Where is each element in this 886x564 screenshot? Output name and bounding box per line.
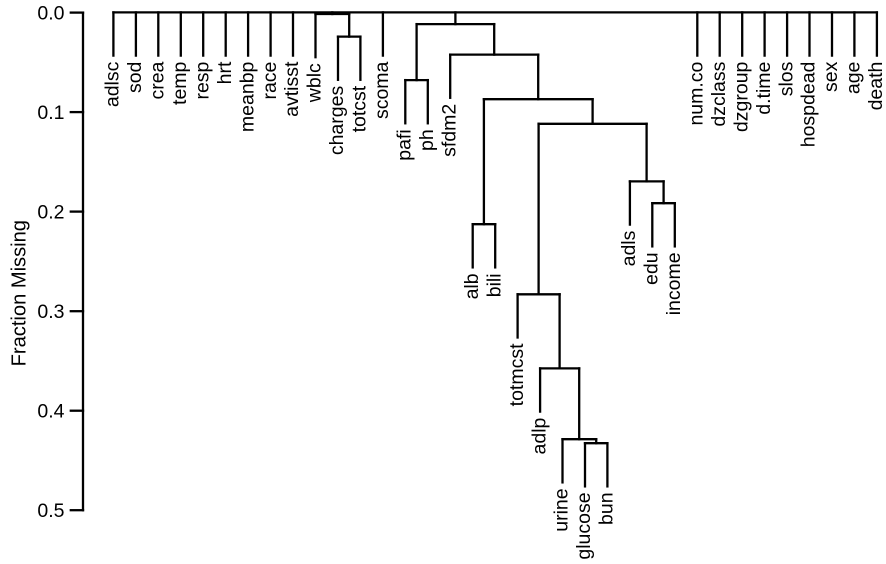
- svg-text:d.time: d.time: [753, 62, 775, 115]
- svg-text:death: death: [865, 62, 886, 111]
- svg-text:age: age: [843, 62, 865, 95]
- svg-text:0.1: 0.1: [37, 102, 64, 124]
- svg-text:sfdm2: sfdm2: [438, 104, 460, 157]
- svg-text:wblc: wblc: [304, 63, 326, 103]
- svg-text:0.2: 0.2: [37, 202, 64, 224]
- svg-text:income: income: [663, 252, 685, 315]
- svg-text:sod: sod: [124, 62, 146, 93]
- svg-text:bun: bun: [596, 492, 618, 525]
- svg-text:totmcst: totmcst: [506, 343, 528, 406]
- svg-text:scoma: scoma: [371, 61, 393, 119]
- svg-text:ph: ph: [416, 129, 438, 151]
- svg-text:sex: sex: [820, 61, 842, 92]
- svg-text:pafi: pafi: [394, 129, 416, 160]
- svg-text:dzclass: dzclass: [708, 61, 730, 126]
- svg-text:urine: urine: [551, 488, 573, 531]
- svg-text:slos: slos: [775, 61, 797, 96]
- svg-text:resp: resp: [191, 61, 213, 99]
- svg-text:race: race: [259, 62, 281, 100]
- svg-text:totcst: totcst: [349, 85, 371, 132]
- svg-text:hrt: hrt: [214, 61, 236, 84]
- svg-text:glucose: glucose: [573, 492, 595, 559]
- svg-text:adlsc: adlsc: [102, 61, 124, 107]
- svg-text:adlp: adlp: [528, 417, 550, 454]
- svg-text:avtisst: avtisst: [281, 61, 303, 117]
- svg-text:num.co: num.co: [686, 61, 708, 125]
- svg-text:Fraction Missing: Fraction Missing: [9, 220, 31, 366]
- svg-text:dzgroup: dzgroup: [730, 61, 752, 132]
- svg-text:hospdead: hospdead: [798, 62, 820, 148]
- svg-text:alb: alb: [461, 273, 483, 299]
- svg-text:0.4: 0.4: [37, 401, 64, 423]
- svg-text:bili: bili: [483, 273, 505, 297]
- svg-text:temp: temp: [169, 61, 191, 105]
- svg-text:adls: adls: [618, 230, 640, 266]
- svg-text:meanbp: meanbp: [236, 61, 258, 132]
- svg-text:crea: crea: [147, 61, 169, 99]
- svg-text:0.3: 0.3: [37, 301, 64, 323]
- svg-text:edu: edu: [641, 252, 663, 285]
- svg-text:0.0: 0.0: [37, 3, 64, 25]
- svg-text:charges: charges: [326, 86, 348, 156]
- svg-text:0.5: 0.5: [37, 500, 64, 522]
